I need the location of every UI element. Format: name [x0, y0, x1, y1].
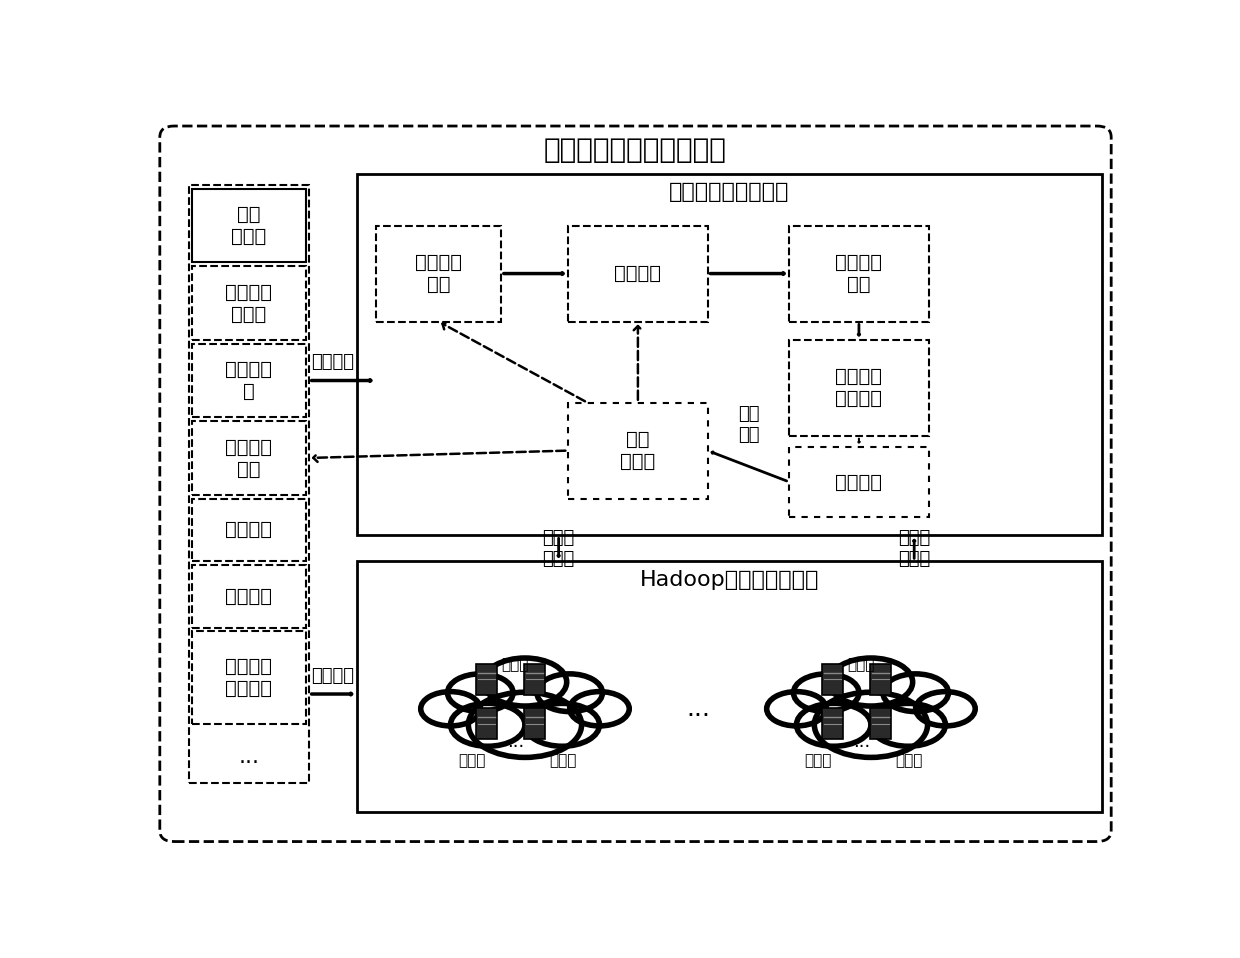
FancyBboxPatch shape: [822, 664, 843, 695]
Ellipse shape: [469, 693, 582, 758]
Bar: [191, 631, 306, 723]
Ellipse shape: [796, 703, 870, 746]
Text: 特征属性
关联: 特征属性 关联: [415, 253, 463, 294]
Text: 从节点: 从节点: [805, 753, 832, 768]
Bar: [789, 447, 929, 517]
Ellipse shape: [537, 673, 603, 712]
Text: 主节点: 主节点: [848, 657, 875, 672]
Text: 基础数据: 基础数据: [226, 587, 273, 605]
Text: 终端电能表故障预测模型: 终端电能表故障预测模型: [544, 136, 727, 165]
Text: 数据输入: 数据输入: [311, 667, 355, 685]
Text: 通信数据: 通信数据: [226, 520, 273, 539]
Text: 先验概率: 先验概率: [614, 264, 661, 283]
FancyBboxPatch shape: [525, 664, 546, 695]
Text: ...: ...: [853, 733, 870, 751]
Bar: [789, 226, 929, 322]
Ellipse shape: [569, 692, 629, 726]
Text: 故障预测
诊断结果: 故障预测 诊断结果: [836, 368, 883, 408]
Text: ...: ...: [686, 696, 711, 720]
Ellipse shape: [420, 692, 480, 726]
Text: 数据输入: 数据输入: [311, 354, 355, 371]
Text: 数据处
理结果: 数据处 理结果: [898, 529, 930, 568]
Bar: [191, 266, 306, 340]
Bar: [568, 402, 708, 498]
Text: ...: ...: [507, 733, 525, 751]
Ellipse shape: [915, 692, 975, 726]
FancyBboxPatch shape: [160, 126, 1111, 841]
Bar: [789, 340, 929, 436]
Ellipse shape: [448, 673, 513, 712]
Text: 计算后验
概率: 计算后验 概率: [836, 253, 883, 294]
Ellipse shape: [525, 703, 599, 746]
Ellipse shape: [794, 673, 859, 712]
Text: 从节点: 从节点: [459, 753, 486, 768]
Ellipse shape: [484, 658, 567, 706]
Text: 实际验证: 实际验证: [836, 472, 883, 491]
FancyBboxPatch shape: [525, 708, 546, 739]
Text: 从节点: 从节点: [549, 753, 577, 768]
Text: 生产
数据库: 生产 数据库: [231, 205, 267, 246]
Text: Hadoop大数据处理集群: Hadoop大数据处理集群: [640, 570, 818, 590]
Text: 时钟超差
数据: 时钟超差 数据: [226, 438, 273, 478]
Bar: [357, 561, 1101, 812]
Ellipse shape: [450, 703, 525, 746]
Bar: [191, 498, 306, 561]
Bar: [191, 422, 306, 495]
Bar: [568, 226, 708, 322]
Text: 贝叶斯网络优化算法: 贝叶斯网络优化算法: [670, 182, 790, 202]
Text: ...: ...: [238, 746, 259, 766]
Bar: [188, 185, 309, 783]
Text: 上下线数
据: 上下线数 据: [226, 360, 273, 401]
Ellipse shape: [883, 673, 949, 712]
Ellipse shape: [815, 693, 928, 758]
Ellipse shape: [830, 658, 913, 706]
Text: 采集成功
率数据: 采集成功 率数据: [226, 283, 273, 324]
Text: 重要事件
上送数据: 重要事件 上送数据: [226, 657, 273, 698]
FancyBboxPatch shape: [822, 708, 843, 739]
FancyBboxPatch shape: [476, 664, 497, 695]
Text: 反馈
信息: 反馈 信息: [738, 405, 759, 445]
Bar: [191, 189, 306, 262]
Text: 主节点: 主节点: [502, 657, 529, 672]
Bar: [357, 174, 1101, 536]
Bar: [191, 344, 306, 418]
FancyBboxPatch shape: [476, 708, 497, 739]
FancyBboxPatch shape: [870, 664, 892, 695]
Bar: [376, 226, 501, 322]
Ellipse shape: [870, 703, 945, 746]
Text: 从节点: 从节点: [895, 753, 923, 768]
Ellipse shape: [766, 692, 826, 726]
FancyBboxPatch shape: [870, 708, 892, 739]
Bar: [191, 565, 306, 627]
Text: 故障
样本库: 故障 样本库: [620, 430, 656, 471]
Text: 数据处
理规则: 数据处 理规则: [542, 529, 575, 568]
